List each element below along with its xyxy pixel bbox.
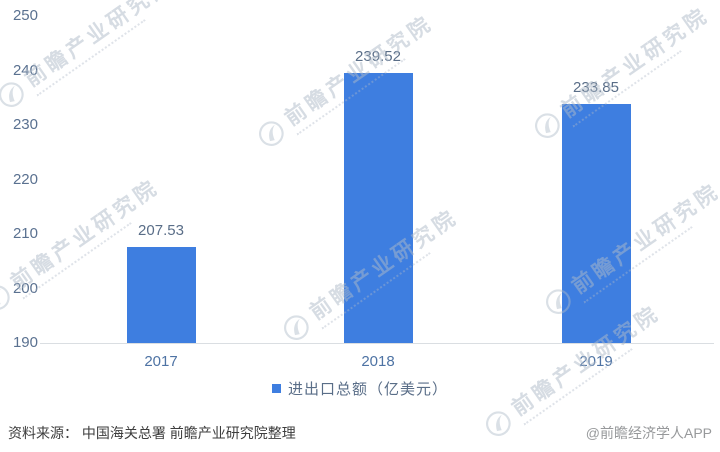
x-axis-label-2019: 2019 <box>579 353 613 370</box>
y-axis-tick: 200 <box>12 279 38 297</box>
y-axis-tick: 210 <box>12 225 38 242</box>
legend: 进出口总额（亿美元） <box>0 379 720 398</box>
source-note: 资料来源： 中国海关总署 前瞻产业研究院整理 <box>8 425 296 441</box>
x-axis-label-2018: 2018 <box>361 353 395 370</box>
bar-2019 <box>561 104 631 343</box>
x-axis-baseline <box>40 343 714 344</box>
y-axis-tick: 220 <box>12 170 38 188</box>
qianzhan-logo-icon <box>283 314 309 340</box>
value-label-2017: 207.53 <box>138 222 184 240</box>
bar-2017 <box>126 247 196 343</box>
x-axis-label-2017: 2017 <box>144 353 178 370</box>
value-label-2019: 233.85 <box>573 79 619 97</box>
y-axis-tick: 230 <box>12 116 38 133</box>
watermark-text: 前瞻产业研究院 <box>20 0 178 92</box>
credit-note: @前瞻经济学人APP <box>585 425 712 441</box>
qianzhan-logo-icon <box>0 81 24 107</box>
legend-marker <box>271 383 281 393</box>
qianzhan-logo-icon <box>534 112 560 138</box>
watermark-subline <box>36 19 146 97</box>
legend-label: 进出口总额（亿美元） <box>287 380 448 398</box>
bar-2018 <box>343 73 413 343</box>
value-label-2018: 239.52 <box>355 48 401 66</box>
qianzhan-logo-icon <box>258 120 284 146</box>
y-axis-tick: 240 <box>12 61 38 79</box>
y-axis-tick: 250 <box>12 7 38 24</box>
y-axis-tick: 190 <box>12 334 38 351</box>
qianzhan-logo-icon <box>485 410 511 436</box>
